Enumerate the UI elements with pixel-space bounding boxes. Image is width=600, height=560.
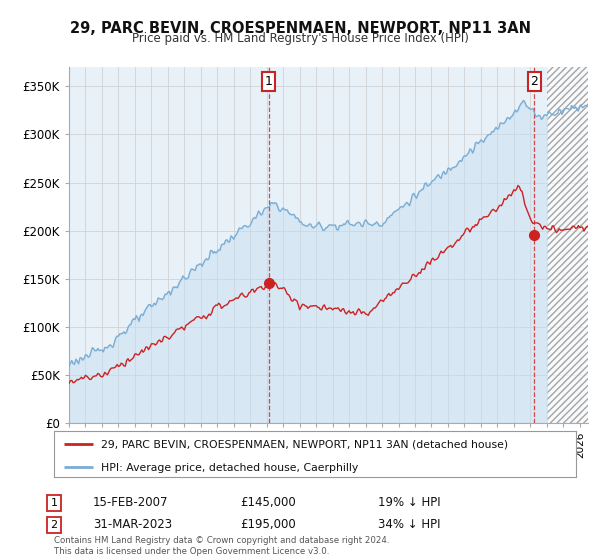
Text: 2: 2 — [50, 520, 58, 530]
Text: 29, PARC BEVIN, CROESPENMAEN, NEWPORT, NP11 3AN (detached house): 29, PARC BEVIN, CROESPENMAEN, NEWPORT, N… — [101, 440, 508, 450]
Text: 19% ↓ HPI: 19% ↓ HPI — [378, 496, 440, 510]
Text: 1: 1 — [50, 498, 58, 508]
Text: 1: 1 — [265, 75, 272, 88]
Text: 2: 2 — [530, 75, 538, 88]
Text: Contains HM Land Registry data © Crown copyright and database right 2024.
This d: Contains HM Land Registry data © Crown c… — [54, 536, 389, 556]
Text: £195,000: £195,000 — [240, 518, 296, 531]
Text: £145,000: £145,000 — [240, 496, 296, 510]
Text: 15-FEB-2007: 15-FEB-2007 — [93, 496, 169, 510]
Text: 34% ↓ HPI: 34% ↓ HPI — [378, 518, 440, 531]
Bar — [547, 67, 588, 423]
Text: Price paid vs. HM Land Registry's House Price Index (HPI): Price paid vs. HM Land Registry's House … — [131, 32, 469, 45]
Text: HPI: Average price, detached house, Caerphilly: HPI: Average price, detached house, Caer… — [101, 463, 358, 473]
Text: 29, PARC BEVIN, CROESPENMAEN, NEWPORT, NP11 3AN: 29, PARC BEVIN, CROESPENMAEN, NEWPORT, N… — [70, 21, 530, 36]
Text: 31-MAR-2023: 31-MAR-2023 — [93, 518, 172, 531]
